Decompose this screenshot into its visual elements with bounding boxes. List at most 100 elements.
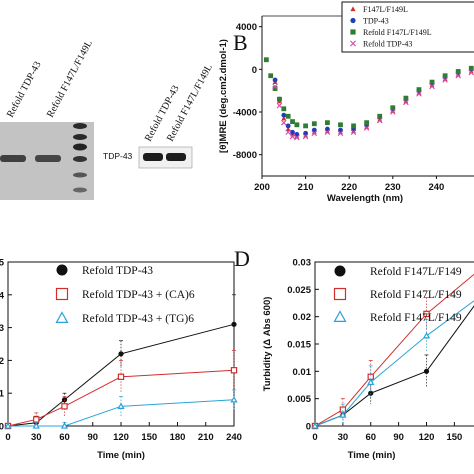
d-x-tick-label: 120 [419, 432, 435, 443]
d-legend: Refold F147L/F149 Refold F147L/F149 Refold… [333, 265, 462, 324]
b-y-tick-label: -4000 [233, 108, 257, 119]
b-point-refold-f147l-f149l [263, 57, 269, 63]
b-point-refold-tdp-43 [416, 91, 422, 97]
c-point-series-2 [117, 402, 125, 409]
d-x-tick-label: 150 [446, 432, 462, 443]
b-point-refold-f147l-f149l [281, 106, 287, 112]
b-point-refold-tdp-43 [272, 83, 278, 90]
d-x-tick-label: 90 [393, 432, 404, 443]
gel-band-2 [35, 155, 61, 162]
b-point-refold-tdp-43 [350, 129, 357, 136]
blot-image [138, 146, 193, 169]
b-point-refold-tdp-43 [289, 133, 296, 140]
d-point-series-2 [339, 411, 347, 418]
blot-band-label: TDP-43 [103, 151, 133, 161]
c-legend-marker [55, 311, 69, 323]
c-point-series-2 [60, 422, 69, 429]
b-point-refold-f147l-f149l [429, 79, 435, 85]
b-point-refold-tdp-43 [363, 125, 370, 131]
b-point-tdp-43 [294, 132, 300, 137]
d-y-tick-label: 0 [306, 422, 311, 433]
c-point-series-2 [32, 422, 40, 429]
panel-a-gel: Refold TDP-43 Refold F147L/F149L [0, 38, 95, 200]
c-y-tick-label: 01 [0, 389, 5, 400]
blot-band-1 [143, 153, 163, 161]
b-point-tdp-43 [338, 127, 343, 133]
b-point-refold-tdp-43 [376, 117, 383, 124]
c-point-series-1 [61, 403, 68, 410]
d-point-series-0 [423, 368, 430, 374]
c-x-axis-title: Time (min) [97, 450, 145, 461]
b-point-f147l-f149l [281, 116, 287, 121]
b-point-refold-tdp-43 [429, 83, 435, 90]
d-x-tick-label: 30 [338, 432, 349, 443]
b-point-tdp-43 [272, 77, 278, 83]
b-point-refold-f147l-f149l [285, 113, 291, 119]
b-point-refold-f147l-f149l [277, 96, 282, 102]
b-point-refold-f147l-f149l [303, 123, 308, 129]
d-legend-label: Refold F147L/F149 [370, 289, 462, 301]
panel-b-cd-plot: 200 210 220 230 240 4000 0 -4000 -8000 Wavelength… [218, 1, 474, 204]
b-point-refold-f147l-f149l [294, 122, 300, 128]
c-x-tick-label: 210 [198, 432, 214, 443]
c-legend-marker [55, 287, 69, 301]
d-point-series-2 [367, 378, 375, 385]
d-point-series-2 [311, 422, 319, 429]
b-legend-marker [350, 40, 356, 47]
b-x-tick-label: 220 [341, 182, 357, 193]
b-point-refold-f147l-f149l [377, 113, 383, 119]
b-point-tdp-43 [311, 127, 317, 133]
c-legend-label: Refold TDP-43 + (TG)6 [82, 313, 194, 325]
c-legend-label: Refold TDP-43 [82, 265, 153, 277]
b-point-refold-tdp-43 [276, 102, 283, 109]
b-point-refold-tdp-43 [302, 133, 309, 140]
b-x-tick-label: 230 [385, 182, 401, 193]
panel-c-turbidity-plot: 0 30 60 90 120 150 180 210 240 0 01 02 03 04 05 Time (m… [0, 258, 242, 462]
d-x-tick-label: 60 [365, 432, 376, 443]
b-point-refold-f147l-f149l [468, 65, 474, 71]
c-point-series-1 [33, 416, 40, 423]
b-point-refold-tdp-43 [311, 130, 318, 137]
b-point-refold-f147l-f149l [272, 86, 278, 91]
b-point-refold-f147l-f149l [390, 105, 396, 111]
b-point-refold-tdp-43 [337, 130, 344, 137]
c-point-series-0 [118, 351, 124, 357]
b-point-refold-f147l-f149l [325, 120, 330, 126]
c-y-tick-label: 04 [0, 290, 5, 301]
b-point-refold-f147l-f149l [442, 73, 448, 79]
b-point-refold-f147l-f149l [290, 119, 295, 124]
b-legend-label: Refold TDP-43 [363, 40, 412, 49]
d-x-axis-title: Time (min) [348, 450, 396, 461]
b-point-refold-tdp-43 [285, 129, 291, 136]
b-point-tdp-43 [285, 123, 291, 129]
blot-band-2 [166, 153, 186, 161]
b-point-refold-f147l-f149l [268, 73, 274, 79]
c-point-series-2 [230, 395, 238, 403]
c-x-tick-label: 150 [141, 432, 157, 443]
b-point-refold-tdp-43 [294, 134, 300, 141]
b-point-tdp-43 [325, 126, 330, 132]
c-legend-label: Refold TDP-43 + (CA)6 [82, 289, 195, 301]
b-point-refold-f147l-f149l [455, 69, 461, 74]
b-legend-marker [350, 6, 356, 12]
b-point-refold-tdp-43 [324, 129, 331, 136]
c-point-series-1 [117, 373, 125, 381]
d-legend-label: Refold F147L/F149 [370, 266, 462, 278]
c-x-tick-label: 30 [31, 432, 42, 443]
c-y-tick-label: 02 [0, 356, 4, 367]
d-y-tick-label: 0.015 [287, 340, 311, 351]
d-legend-marker [334, 265, 346, 277]
d-x-tick-label: 0 [312, 432, 317, 443]
c-point-series-1 [230, 367, 238, 374]
c-y-tick-label: 03 [0, 323, 4, 334]
b-x-axis-title: Wavelength (nm) [327, 193, 403, 204]
b-legend-label: Refold F147L/F149L [363, 28, 432, 37]
b-point-tdp-43 [290, 129, 295, 135]
panel-d-turbidity-plot: 030609012015018000.0050.010.0150.020.025… [262, 258, 474, 461]
c-x-tick-label: 60 [59, 432, 70, 443]
c-y-tick-label: 0 [0, 422, 4, 433]
d-legend-marker [333, 287, 347, 301]
c-x-tick-label: 240 [226, 432, 242, 443]
